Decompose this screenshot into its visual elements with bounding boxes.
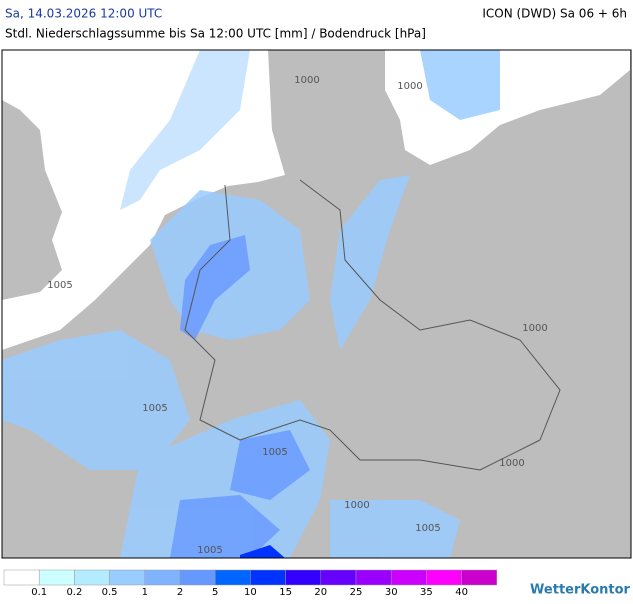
header-right: ICON (DWD) Sa 06 + 6h: [482, 7, 627, 21]
map: 1000 1000 1005 1005 1000 1005 1000 1000 1005 1005: [1, 49, 632, 559]
legend-label: 15: [279, 587, 292, 598]
legend-swatch: [214, 569, 251, 586]
subtitle: Stdl. Niederschlagssumme bis Sa 12:00 UT…: [5, 27, 426, 41]
isobar-label: 1000: [397, 81, 422, 92]
legend-swatch: [144, 569, 181, 586]
isobar-label: 1000: [344, 500, 369, 511]
isobar-label: 1000: [499, 458, 524, 469]
brand: WetterKontor: [530, 583, 631, 598]
legend-label: 35: [420, 587, 433, 598]
legend: 0.1 0.2 0.5 1 2 5 10 15 20 25 30 35 40: [3, 569, 498, 598]
legend-swatch: [74, 569, 110, 586]
legend-label: 25: [350, 587, 363, 598]
legend-label: 0.2: [66, 587, 82, 598]
isobar-label: 1000: [294, 75, 319, 86]
legend-swatch: [426, 569, 462, 586]
legend-swatch: [390, 569, 427, 586]
legend-swatch: [3, 569, 40, 586]
legend-swatch: [355, 569, 392, 586]
legend-swatch: [285, 569, 322, 586]
isobar-label: 1005: [47, 280, 72, 291]
legend-label: 5: [212, 587, 218, 598]
legend-swatch: [320, 569, 357, 586]
legend-swatch: [250, 569, 286, 586]
legend-label: 0.5: [102, 587, 118, 598]
isobar-label: 1005: [197, 545, 222, 556]
legend-label: 20: [314, 587, 327, 598]
legend-label: 2: [177, 587, 183, 598]
legend-label: 10: [244, 587, 257, 598]
isobar-label: 1005: [262, 447, 287, 458]
isobar-label: 1005: [142, 403, 167, 414]
legend-swatch: [38, 569, 75, 586]
isobar-label: 1005: [415, 523, 440, 534]
legend-swatch: [179, 569, 216, 586]
legend-swatch: [109, 569, 146, 586]
legend-swatch: [461, 569, 498, 586]
legend-label: 0.1: [31, 587, 47, 598]
legend-label: 40: [455, 587, 468, 598]
legend-label: 1: [142, 587, 148, 598]
isobar-label: 1000: [522, 323, 547, 334]
legend-label: 30: [385, 587, 398, 598]
header-left: Sa, 14.03.2026 12:00 UTC: [5, 7, 162, 21]
